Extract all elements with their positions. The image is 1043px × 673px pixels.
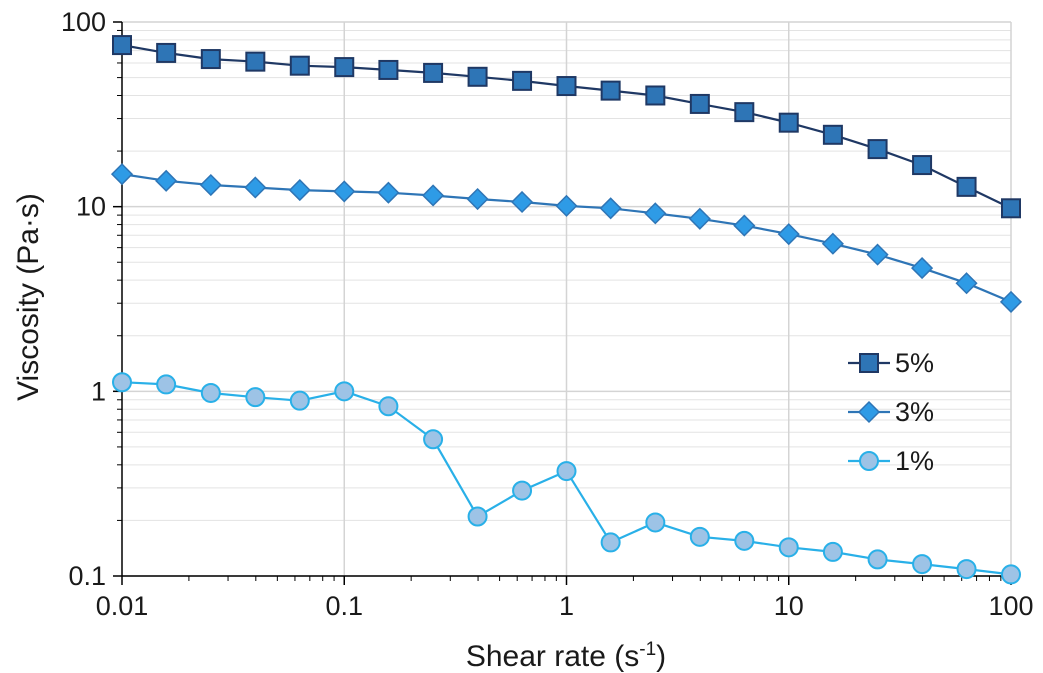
x-axis-title: Shear rate (s-1) [466,639,666,673]
data-point [112,35,132,56]
data-point [156,374,177,395]
data-point [1001,564,1021,585]
data-point [110,163,134,186]
data-point [334,57,355,78]
data-point [512,480,533,501]
data-point [555,194,578,217]
legend-item: 3% [848,397,934,427]
data-point [734,530,755,551]
data-point [956,559,977,580]
x-tick-label: 10 [774,591,804,621]
legend-label: 3% [895,397,934,427]
series-layer [110,35,1023,585]
data-point [422,184,445,207]
y-tick-label: 1 [91,376,106,406]
data-point [912,155,933,176]
data-point [821,232,844,255]
data-point [423,429,444,450]
data-point [600,532,621,553]
data-point [377,181,400,204]
data-point [955,272,978,295]
legend-label: 1% [895,446,934,476]
data-point [689,526,710,547]
data-point [600,80,621,101]
data-point [778,537,799,558]
data-point [1001,198,1021,219]
data-point [155,169,178,192]
data-point [467,66,488,87]
legend-marker [859,451,879,471]
data-point [245,51,266,72]
data-point [867,139,888,160]
y-tick-label: 10 [76,192,106,222]
data-point [510,190,534,214]
series-0 [112,35,1021,219]
x-tick-label: 100 [988,591,1033,621]
data-point [512,70,533,91]
data-point [156,42,177,63]
y-axis-title: Viscosity (Pa·s) [12,193,45,401]
data-point [734,102,755,123]
data-point [423,62,444,83]
data-point [599,197,622,220]
data-point [378,396,399,417]
series-1 [110,163,1023,313]
y-tick-labels: 0.1 1 10 100 [61,7,106,591]
data-point [777,223,800,246]
legend-label: 5% [895,348,934,378]
data-point [556,76,577,97]
y-tick-label: 100 [61,7,106,37]
x-axis-title-suffix: ) [656,640,666,673]
data-point [645,512,666,533]
data-point [333,180,356,203]
data-point [689,93,710,114]
x-axis-title-main: Shear rate (s [466,640,639,673]
data-point [245,387,266,408]
legend-item: 1% [848,446,934,476]
data-point [778,112,799,133]
data-point [200,49,221,70]
data-point [200,382,221,403]
x-tick-labels: 0.01 0.1 1 10 100 [96,591,1034,621]
data-point [466,187,489,211]
x-axis-title-superscript: -1 [639,639,656,660]
data-point [688,207,711,230]
data-point [645,85,666,106]
data-point [912,554,933,575]
x-tick-label: 1 [559,591,574,621]
data-point [956,176,977,197]
y-tick-label: 0.1 [68,561,106,591]
major-gridlines [122,21,1012,577]
data-point [556,461,577,482]
data-point [866,243,889,266]
legend: 5% 3% 1% [848,348,934,476]
data-point [867,549,888,570]
data-point [822,541,843,562]
legend-marker [859,353,879,373]
data-point [289,390,310,411]
data-point [999,290,1023,313]
data-point [289,55,310,76]
data-point [244,176,267,199]
x-tick-label: 0.01 [96,591,149,621]
data-point [112,372,132,393]
data-point [288,179,311,202]
x-tick-label: 0.1 [325,591,363,621]
data-point [467,506,488,527]
data-point [822,124,843,145]
legend-marker [857,400,881,424]
data-point [644,202,667,225]
data-point [911,257,934,280]
data-point [733,214,756,237]
legend-item: 5% [848,348,934,378]
axes [113,21,1012,585]
data-point [199,173,222,197]
series-2 [112,372,1021,585]
data-point [334,381,355,402]
data-point [378,59,399,80]
